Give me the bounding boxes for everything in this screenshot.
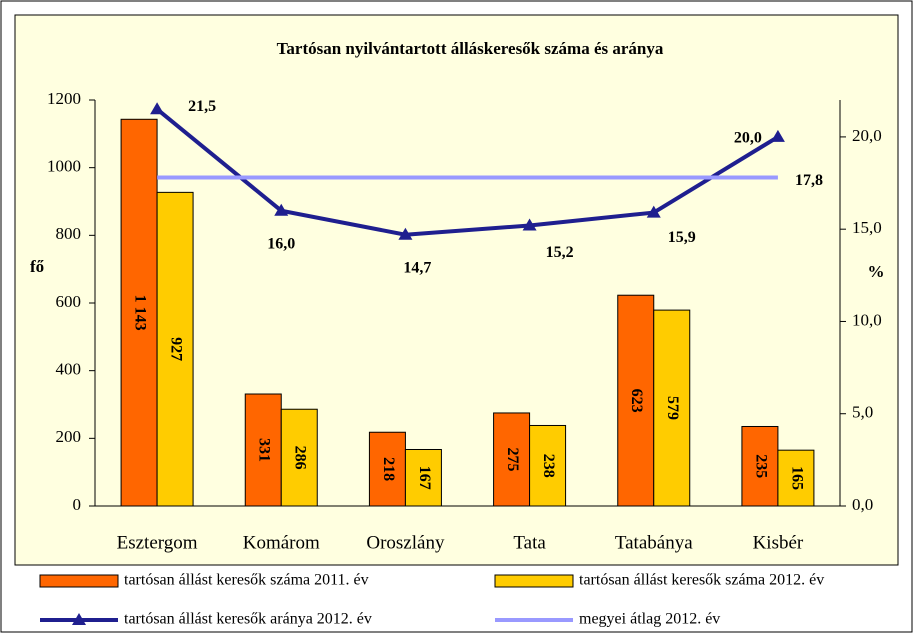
y-tick-label: 400 [56,360,82,379]
y2-tick-label: 20,0 [852,126,882,145]
rate-label: 21,5 [188,98,216,115]
rate-label: 14,7 [403,259,431,276]
legend-swatch [39,574,119,588]
y-tick-label: 0 [73,495,82,514]
y2-tick-label: 10,0 [852,310,882,329]
bar-value-label: 331 [256,438,273,462]
legend-label: tartósan állást keresők száma 2011. év [124,572,369,589]
bar [529,424,567,507]
rate-label: 20,0 [734,130,762,147]
bar-value-label: 165 [788,466,805,490]
y2-tick-label: 15,0 [852,218,882,237]
bar [156,191,194,507]
bar-value-label: 275 [504,447,521,471]
bar-value-label: 167 [416,466,433,490]
rate-label: 16,0 [267,235,295,252]
rate-marker [398,227,413,240]
y-tick-label: 1000 [47,157,81,176]
bar-value-label: 623 [628,389,645,413]
y2-axis-label: % [868,262,885,281]
legend-label: tartósan állást keresők aránya 2012. év [124,611,372,628]
rate-marker [770,129,785,142]
average-label: 17,8 [795,172,823,189]
x-tick-label: Esztergom [117,532,198,553]
legend-swatch [494,574,574,588]
y-axis-label: fő [30,257,45,276]
bar-value-label: 218 [380,457,397,481]
y-tick-label: 800 [56,224,82,243]
y-tick-label: 1200 [47,89,81,108]
legend-label: megyei átlag 2012. év [579,611,720,628]
x-tick-label: Tata [513,532,546,553]
legend-label: tartósan állást keresők száma 2012. év [579,572,824,589]
y-tick-label: 600 [56,292,82,311]
x-tick-label: Oroszlány [366,532,445,553]
chart-title: Tartósan nyilvántartott álláskeresők szá… [277,39,664,58]
x-tick-label: Kisbér [753,532,804,553]
bar [120,118,158,507]
rate-marker [522,218,537,231]
bar-value-label: 579 [664,396,681,420]
bar [617,294,655,507]
bar-value-label: 1 143 [131,295,148,331]
y2-tick-label: 0,0 [852,495,873,514]
y2-tick-label: 5,0 [852,403,873,422]
bar-value-label: 235 [752,454,769,478]
rate-label: 15,9 [668,229,696,246]
rate-line [155,107,779,237]
bar [741,425,779,507]
bar [368,431,406,507]
bar [404,448,442,507]
rate-marker [150,102,165,115]
bar-value-label: 927 [167,337,184,361]
y-tick-label: 200 [56,427,82,446]
rate-label: 15,2 [546,244,574,261]
bar [653,309,691,507]
bar [493,412,531,507]
bar [244,393,282,507]
x-tick-label: Komárom [243,532,320,553]
rate-marker [274,203,289,216]
bar [777,449,815,507]
bar [280,408,318,507]
bar-value-label: 286 [292,446,309,470]
x-tick-label: Tatabánya [615,532,693,553]
bar-value-label: 238 [540,454,557,478]
legend-marker [72,613,86,625]
rate-marker [646,205,661,218]
